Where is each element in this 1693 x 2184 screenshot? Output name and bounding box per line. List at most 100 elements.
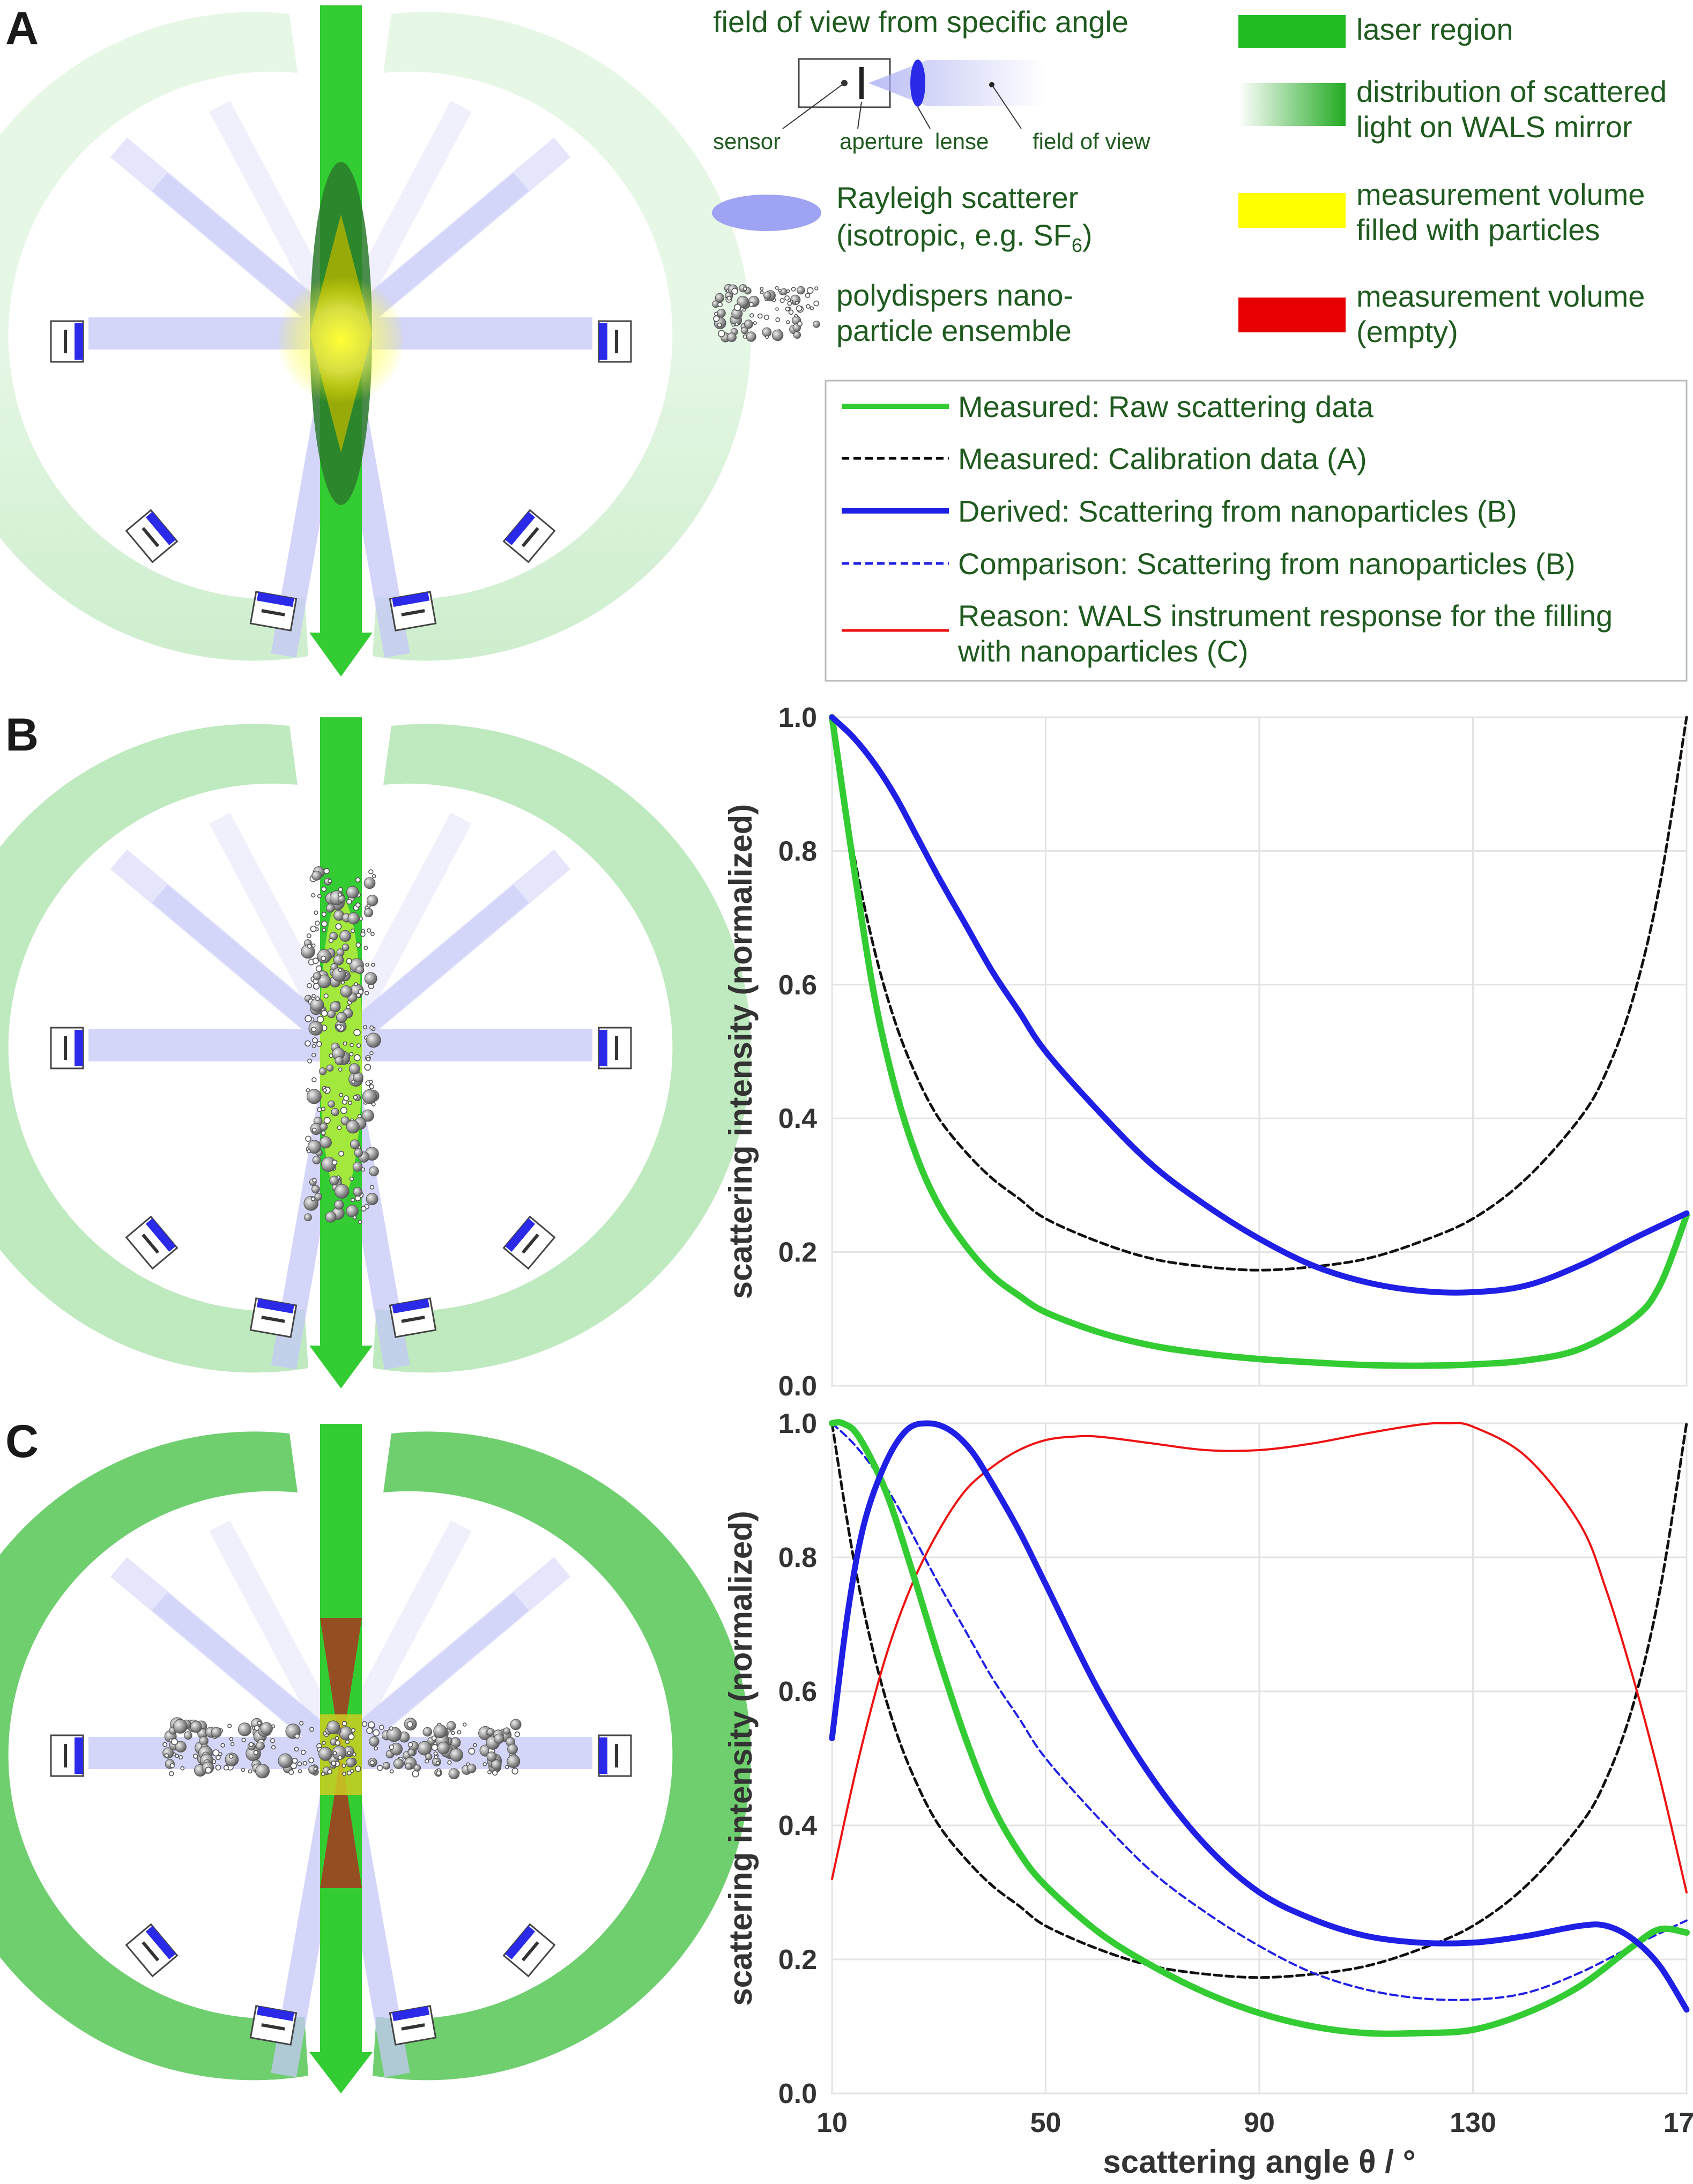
particle	[368, 1721, 375, 1729]
series-line	[830, 716, 1688, 1272]
particle	[257, 1721, 262, 1726]
legend-label-calibration: Measured: Calibration data (A)	[958, 442, 1367, 476]
particle	[292, 1757, 298, 1764]
particle	[323, 993, 329, 999]
particle	[363, 908, 374, 918]
particle	[216, 1755, 221, 1760]
y-axis-label: scattering intensity (normalized)	[723, 1511, 759, 2006]
particle	[393, 1758, 404, 1769]
rayleigh-line2: (isotropic, e.g. SF6)	[836, 218, 1093, 256]
particle	[793, 331, 801, 339]
particle	[482, 1762, 487, 1766]
line-legend: Measured: Raw scattering data Measured: …	[825, 380, 1688, 682]
fov-title: field of view from specific angle	[713, 5, 1128, 39]
particle	[341, 944, 350, 952]
laser-arrow-c	[309, 2052, 373, 2093]
particle	[307, 944, 312, 949]
particle	[338, 892, 342, 897]
particle	[302, 1760, 308, 1766]
particle	[731, 287, 738, 295]
particle	[248, 1742, 254, 1747]
series-line	[829, 714, 1690, 1296]
particle	[311, 871, 322, 881]
y-tick-label: 0.2	[778, 1237, 817, 1268]
particle	[372, 1729, 380, 1737]
particle	[321, 1772, 325, 1777]
particle	[436, 1770, 442, 1776]
particle	[369, 1084, 375, 1089]
particle	[407, 1749, 415, 1757]
particle	[734, 322, 739, 326]
poly-line2: particle ensemble	[836, 314, 1072, 347]
particle	[220, 1743, 225, 1748]
particle	[318, 1747, 333, 1761]
particle	[332, 967, 346, 982]
particle	[355, 942, 361, 948]
particle	[340, 1106, 348, 1115]
particle	[346, 886, 359, 899]
particle	[794, 314, 798, 318]
particle	[354, 1148, 363, 1157]
particle	[321, 1010, 328, 1017]
particle	[468, 1748, 476, 1755]
particle	[511, 1767, 519, 1775]
laser-arrow-b	[309, 1346, 373, 1388]
particle	[382, 1762, 390, 1770]
particle	[435, 1760, 440, 1765]
particle	[346, 898, 352, 905]
particle	[336, 1024, 342, 1030]
y-tick-label: 0.6	[778, 970, 817, 1001]
particle	[321, 1741, 326, 1745]
particle	[370, 932, 375, 937]
particle	[318, 1067, 327, 1075]
particle	[335, 1736, 339, 1740]
particle	[363, 946, 368, 950]
particle	[733, 303, 741, 311]
particle	[337, 1125, 342, 1130]
particle	[350, 1139, 360, 1149]
particle	[364, 991, 369, 996]
x-tick-label: 90	[1244, 2107, 1275, 2138]
particle	[350, 1198, 355, 1202]
particle	[346, 1120, 360, 1134]
wals-mirror-c	[0, 1431, 751, 2081]
particle	[348, 1063, 360, 1075]
particle	[325, 1211, 337, 1223]
legend-label-comparison: Comparison: Scattering from nanoparticle…	[958, 547, 1576, 581]
particle	[322, 1088, 327, 1093]
panel-b-diagram: B	[0, 709, 751, 1388]
particle	[354, 982, 358, 986]
particle-ensemble-c	[162, 1717, 522, 1779]
particle	[325, 903, 335, 913]
particle	[333, 955, 344, 965]
particle	[431, 1744, 439, 1751]
particle	[326, 1720, 340, 1734]
particle	[353, 1029, 361, 1036]
panel-a-label: A	[5, 3, 39, 54]
particle	[717, 322, 722, 328]
series-line	[829, 714, 1690, 1369]
y-axis-label: scattering intensity (normalized)	[723, 804, 759, 1299]
particle	[503, 1727, 510, 1735]
particle	[760, 287, 764, 291]
particle	[288, 1769, 294, 1775]
particle	[300, 1749, 306, 1755]
particle	[742, 286, 747, 291]
particle	[306, 1088, 310, 1093]
particle	[328, 938, 334, 944]
particle	[785, 307, 790, 311]
particle	[422, 1727, 433, 1737]
chart-panel-b: 0.0 0.2 0.4 0.6 0.8 1.0 scattering intensity (…	[723, 702, 1690, 1402]
particle	[358, 1220, 362, 1224]
particle	[336, 1012, 347, 1023]
particle	[446, 1721, 456, 1731]
particle	[795, 301, 799, 305]
particle	[797, 286, 805, 295]
series-line	[829, 1420, 1690, 2013]
distribution-swatch	[1238, 83, 1346, 126]
particle	[775, 307, 779, 311]
particle	[179, 1755, 183, 1760]
particle	[337, 1755, 343, 1760]
particle	[371, 962, 375, 967]
